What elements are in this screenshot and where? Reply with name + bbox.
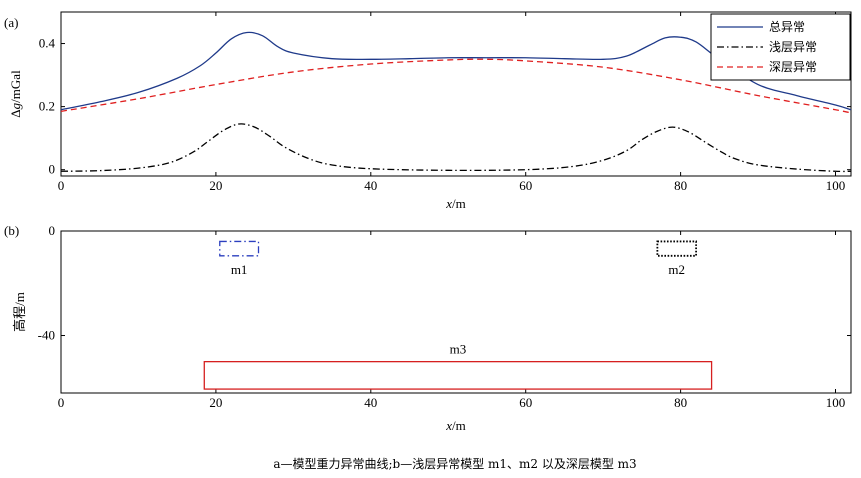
panel-b-models: m1 m2 m3 (203, 240, 713, 390)
panel-a-y-tick-label: 0 (49, 162, 56, 177)
legend-label-总异常: 总异常 (769, 20, 805, 34)
legend-label-浅层异常: 浅层异常 (769, 40, 817, 54)
panel-b-plot-frame (60, 230, 852, 394)
model-m1-outline (219, 240, 260, 257)
panel-a-label: (a) (4, 15, 18, 30)
panel-b-x-tick-label: 60 (519, 395, 532, 410)
model-m2-label: m2 (668, 262, 685, 277)
panel-a-x-tick-label: 80 (674, 178, 687, 193)
panel-b-axes: 0 20 40 60 80 100 0 -40 (38, 223, 851, 410)
panel-a-x-tick-label: 100 (826, 178, 846, 193)
panel-b-x-tick-label: 80 (674, 395, 687, 410)
panel-a-series (60, 31, 852, 173)
panel-a-x-tick-label: 60 (519, 178, 532, 193)
panel-b-x-axis-title: x/m (445, 418, 466, 433)
model-m3-outline (203, 360, 713, 390)
model-m1-label: m1 (231, 262, 248, 277)
panel-b-y-tick-label: -40 (38, 328, 55, 343)
panel-a-x-tick-label: 40 (364, 178, 377, 193)
model-m3-label: m3 (450, 342, 467, 357)
series-line-深层异常 (60, 58, 852, 114)
figure-caption: a—模型重力异常曲线;b—浅层异常模型 m1、m2 以及深层模型 m3 (273, 457, 636, 471)
panel-a-x-axis-title: x/m (445, 196, 466, 211)
panel-a-y-tick-label: 0.4 (39, 36, 56, 51)
panel-b-x-tick-label: 100 (826, 395, 846, 410)
panel-a-plot-frame (60, 11, 852, 177)
series-line-浅层异常 (60, 123, 852, 173)
panel-a-gravity-anomaly-chart: (a) 0 20 40 60 80 100 0 0.2 0.4 x/m Δg/mGal 总异常浅… (4, 11, 852, 211)
legend-label-深层异常: 深层异常 (769, 60, 817, 74)
panel-b-model-section: (b) 0 20 40 60 80 100 0 -40 m1 m2 m3 x/m 高程/m (4, 223, 852, 433)
panel-a-y-axis-title: Δg/mGal (8, 70, 23, 118)
panel-b-label: (b) (4, 223, 19, 238)
panel-b-y-axis-title: 高程/m (12, 292, 27, 332)
model-m2-outline (656, 240, 697, 257)
panel-b-y-tick-label: 0 (49, 223, 56, 238)
panel-a-x-tick-label: 20 (209, 178, 222, 193)
series-line-总异常 (60, 31, 852, 111)
panel-a-x-tick-label: 0 (58, 178, 65, 193)
panel-a-y-tick-label: 0.2 (39, 99, 55, 114)
panel-b-x-tick-label: 0 (58, 395, 65, 410)
panel-b-x-tick-label: 40 (364, 395, 377, 410)
panel-b-x-tick-label: 20 (209, 395, 222, 410)
panel-a-axes: 0 20 40 60 80 100 0 0.2 0.4 (39, 12, 851, 193)
